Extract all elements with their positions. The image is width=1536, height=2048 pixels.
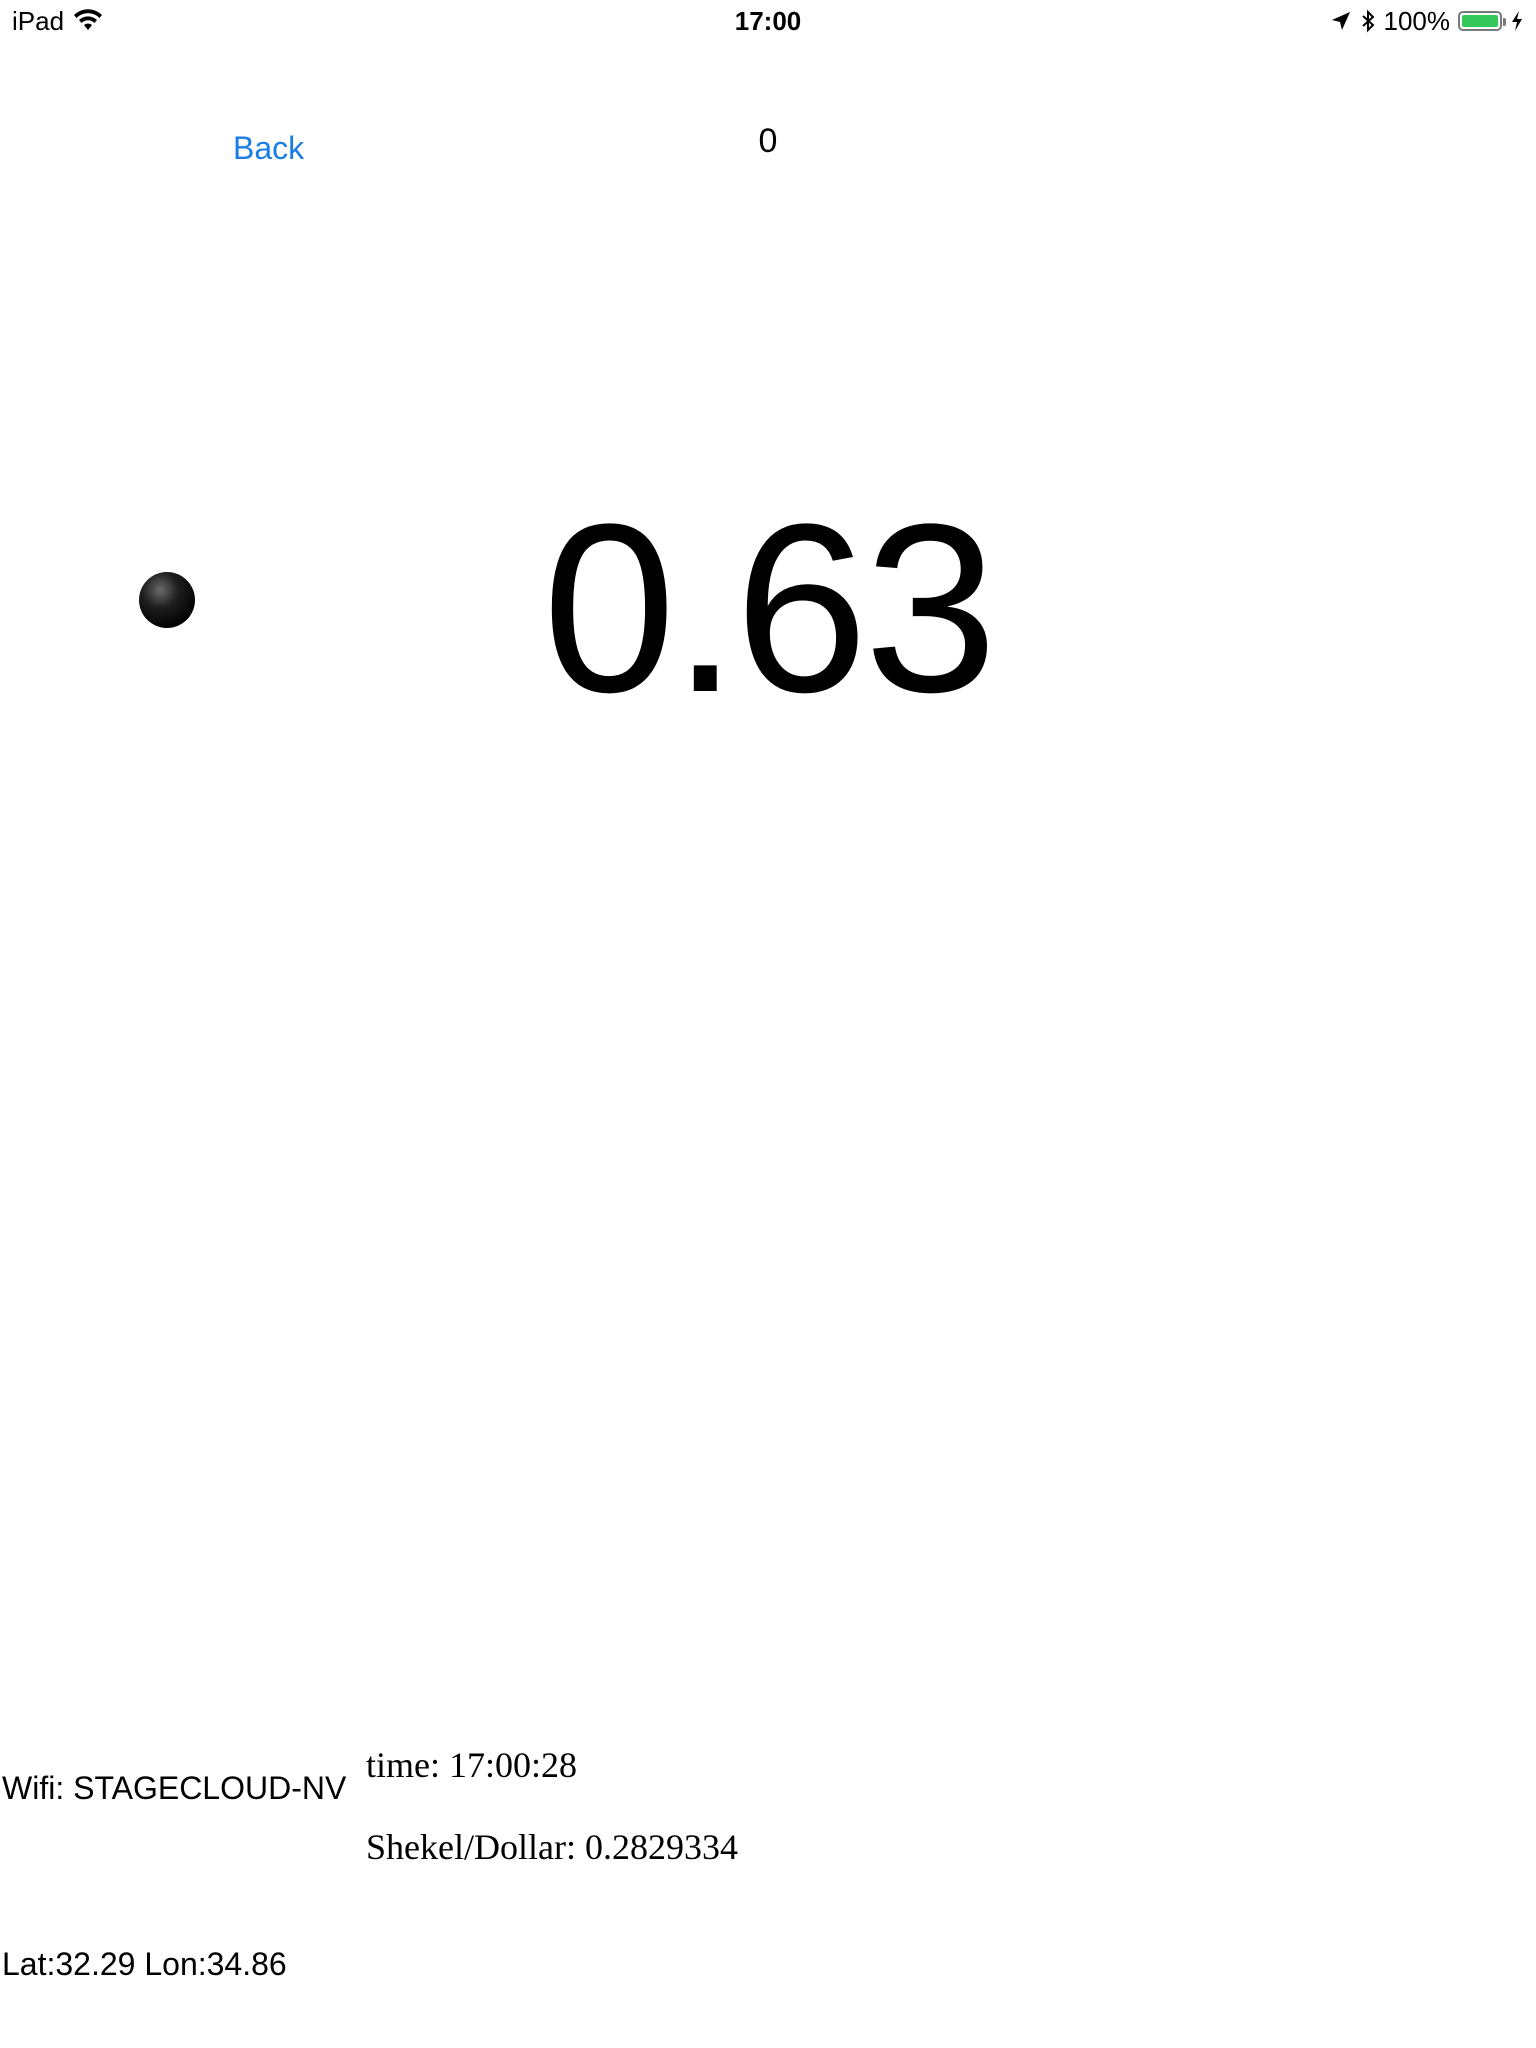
device-name: iPad [12, 6, 65, 36]
back-button[interactable]: Back [233, 130, 305, 166]
battery-percent: 100% [1383, 5, 1451, 36]
charging-bolt-icon [1512, 11, 1522, 31]
battery-fill [1462, 15, 1498, 27]
status-bar: iPad 17:00 100% [0, 0, 1536, 40]
wifi-label: Wifi: STAGECLOUD-NV [2, 1770, 347, 1806]
time-label: time: 17:00:28 [366, 1745, 577, 1785]
bluetooth-icon [1361, 9, 1374, 33]
battery-icon [1458, 11, 1506, 31]
ball-indicator[interactable] [139, 572, 195, 628]
coordinates-label: Lat:32.29 Lon:34.86 [2, 1946, 287, 1982]
status-right: 100% [1330, 6, 1525, 36]
main-value: 0.63 [542, 474, 997, 742]
location-arrow-icon [1331, 12, 1350, 30]
wifi-icon [72, 8, 104, 32]
battery-cap [1503, 18, 1506, 26]
exchange-rate-label: Shekel/Dollar: 0.2829334 [366, 1827, 738, 1867]
counter-label: 0 [758, 122, 778, 160]
status-time: 17:00 [734, 6, 802, 36]
